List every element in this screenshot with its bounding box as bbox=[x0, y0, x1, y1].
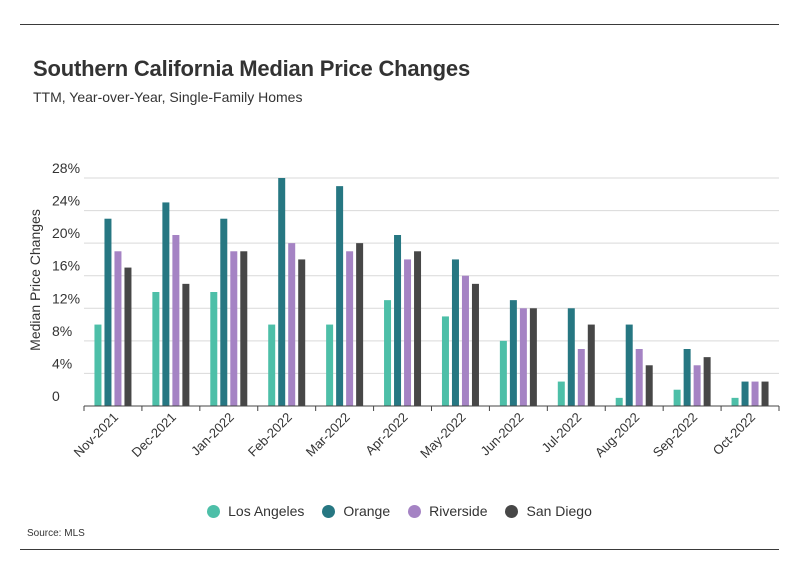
bar-san-diego bbox=[529, 308, 537, 406]
bar-riverside bbox=[635, 349, 643, 406]
bottom-rule bbox=[20, 549, 779, 550]
legend-swatch bbox=[408, 504, 422, 518]
bar-los-angeles bbox=[152, 292, 160, 406]
x-tick-label: Aug-2022 bbox=[592, 410, 642, 460]
legend: Los Angeles Orange Riverside San Diego bbox=[0, 503, 799, 519]
y-tick-label: 24% bbox=[52, 193, 80, 209]
bar-san-diego bbox=[761, 381, 769, 406]
legend-swatch bbox=[322, 504, 336, 518]
y-tick-label: 8% bbox=[52, 323, 72, 339]
bar-san-diego bbox=[703, 357, 711, 406]
bar-orange bbox=[104, 218, 112, 406]
bar-los-angeles bbox=[94, 324, 102, 406]
legend-item-los-angeles: Los Angeles bbox=[207, 503, 304, 519]
bar-riverside bbox=[577, 349, 585, 406]
source-note: Source: MLS bbox=[27, 528, 85, 539]
bar-riverside bbox=[172, 235, 180, 406]
bar-los-angeles bbox=[441, 316, 449, 406]
legend-item-riverside: Riverside bbox=[408, 503, 487, 519]
y-axis-label: Median Price Changes bbox=[27, 209, 43, 351]
bar-orange bbox=[162, 202, 170, 406]
bar-riverside bbox=[751, 381, 759, 406]
bar-san-diego bbox=[240, 251, 248, 406]
legend-item-san-diego: San Diego bbox=[505, 503, 592, 519]
y-tick-label: 20% bbox=[52, 225, 80, 241]
legend-swatch bbox=[207, 504, 221, 518]
x-tick-label: May-2022 bbox=[417, 410, 468, 461]
bar-orange bbox=[625, 324, 633, 406]
bar-orange bbox=[278, 178, 286, 406]
bar-orange bbox=[741, 381, 749, 406]
chart-subtitle: TTM, Year-over-Year, Single-Family Homes bbox=[33, 89, 303, 105]
y-tick-label: 16% bbox=[52, 258, 80, 274]
y-tick-label: 0 bbox=[52, 388, 60, 404]
bar-los-angeles bbox=[673, 389, 681, 406]
bar-riverside bbox=[519, 308, 527, 406]
bar-san-diego bbox=[414, 251, 422, 406]
legend-label: Orange bbox=[343, 503, 391, 519]
bar-riverside bbox=[288, 243, 296, 406]
bar-san-diego bbox=[471, 283, 479, 406]
bar-riverside bbox=[404, 259, 412, 406]
bar-san-diego bbox=[587, 324, 595, 406]
x-tick-label: Dec-2021 bbox=[129, 410, 179, 460]
y-tick-label: 28% bbox=[52, 160, 80, 176]
legend-label: Los Angeles bbox=[228, 503, 305, 519]
bar-san-diego bbox=[298, 259, 306, 406]
bar-san-diego bbox=[182, 283, 190, 406]
bar-san-diego bbox=[356, 243, 364, 406]
x-tick-label: Feb-2022 bbox=[245, 410, 295, 460]
bar-riverside bbox=[230, 251, 238, 406]
bar-orange bbox=[567, 308, 575, 406]
bar-los-angeles bbox=[557, 381, 565, 406]
bar-san-diego bbox=[645, 365, 653, 406]
bar-riverside bbox=[461, 275, 469, 406]
chart-title: Southern California Median Price Changes bbox=[33, 56, 470, 81]
bar-riverside bbox=[693, 365, 701, 406]
x-tick-label: Oct-2022 bbox=[710, 410, 758, 458]
bar-chart: 0 4% 8% 12% 16% 20% 24% 28% Median Price Change… bbox=[27, 160, 780, 461]
bar-los-angeles bbox=[499, 340, 507, 406]
x-tick-label: Jul-2022 bbox=[539, 410, 585, 456]
legend-label: Riverside bbox=[429, 503, 488, 519]
bar-orange bbox=[394, 235, 402, 406]
legend-item-orange: Orange bbox=[322, 503, 390, 519]
top-rule bbox=[20, 24, 779, 25]
bar-los-angeles bbox=[731, 397, 739, 406]
bar-orange bbox=[509, 300, 517, 406]
x-tick-label: Apr-2022 bbox=[362, 410, 410, 458]
y-tick-label: 12% bbox=[52, 290, 80, 306]
x-tick-label: Jun-2022 bbox=[478, 410, 527, 459]
y-tick-label: 4% bbox=[52, 355, 72, 371]
legend-swatch bbox=[505, 504, 519, 518]
x-tick-label: Sep-2022 bbox=[650, 410, 700, 460]
x-tick-label: Jan-2022 bbox=[188, 410, 237, 459]
bar-riverside bbox=[114, 251, 122, 406]
bar-orange bbox=[220, 218, 228, 406]
bar-orange bbox=[451, 259, 459, 406]
bar-los-angeles bbox=[384, 300, 392, 406]
bar-los-angeles bbox=[210, 292, 218, 406]
x-tick-label: Mar-2022 bbox=[303, 410, 353, 460]
x-tick-label: Nov-2021 bbox=[71, 410, 121, 460]
bar-los-angeles bbox=[615, 397, 623, 406]
bar-riverside bbox=[346, 251, 354, 406]
bar-los-angeles bbox=[268, 324, 276, 406]
bar-orange bbox=[683, 349, 691, 406]
legend-label: San Diego bbox=[526, 503, 592, 519]
bar-orange bbox=[336, 186, 344, 406]
bar-san-diego bbox=[124, 267, 132, 406]
bar-los-angeles bbox=[326, 324, 334, 406]
